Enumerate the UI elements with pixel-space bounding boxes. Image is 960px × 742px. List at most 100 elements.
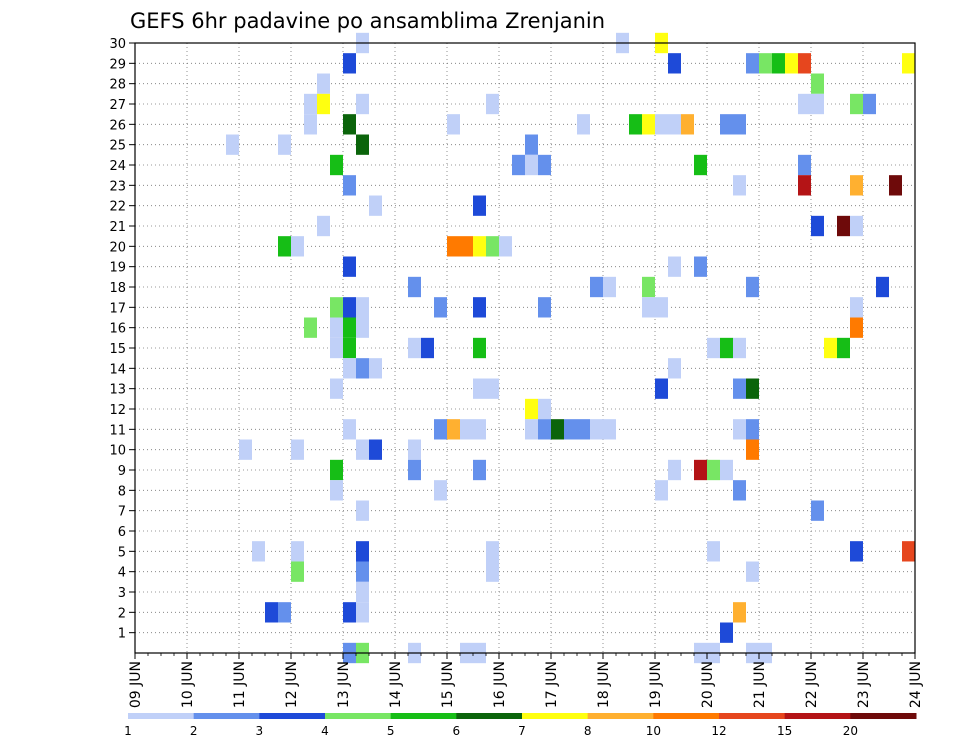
precip-cell bbox=[486, 561, 499, 582]
precip-cell bbox=[876, 276, 889, 298]
precip-cell bbox=[564, 419, 577, 440]
precip-cell bbox=[408, 439, 421, 460]
y-tick-label: 20 bbox=[109, 240, 126, 255]
precip-cell bbox=[278, 602, 291, 623]
y-tick-label: 10 bbox=[109, 444, 126, 459]
precip-cell bbox=[252, 541, 265, 562]
y-tick-label: 3 bbox=[118, 586, 126, 601]
precip-cell bbox=[525, 134, 538, 155]
precip-cell bbox=[577, 419, 590, 440]
y-tick-label: 29 bbox=[109, 57, 126, 72]
precip-cell bbox=[356, 93, 369, 115]
x-tick-label: 16 JUN bbox=[492, 661, 508, 708]
precip-cell bbox=[746, 439, 759, 460]
precip-cell bbox=[551, 419, 564, 440]
precip-cell bbox=[356, 134, 369, 155]
x-tick-label: 17 JUN bbox=[544, 661, 560, 708]
precip-cell bbox=[850, 93, 863, 115]
precip-cell bbox=[356, 541, 369, 562]
precip-cell bbox=[837, 215, 850, 237]
precip-cell bbox=[850, 215, 863, 237]
legend-swatch bbox=[193, 713, 260, 719]
precip-cell bbox=[317, 215, 330, 237]
y-tick-label: 13 bbox=[109, 383, 126, 398]
legend-label: 15 bbox=[777, 724, 792, 738]
precip-cell bbox=[473, 195, 486, 216]
precip-cell bbox=[538, 419, 551, 440]
x-tick-label: 15 JUN bbox=[440, 661, 456, 708]
x-tick-label: 23 JUN bbox=[856, 661, 872, 708]
legend-swatch bbox=[325, 713, 392, 719]
legend-swatch bbox=[456, 713, 523, 719]
precip-cell bbox=[343, 114, 356, 135]
precip-cell bbox=[785, 53, 798, 74]
y-tick-label: 15 bbox=[109, 342, 126, 357]
y-tick-label: 6 bbox=[118, 525, 126, 540]
precip-cell bbox=[720, 459, 733, 481]
precip-cell bbox=[655, 378, 668, 399]
y-tick-label: 21 bbox=[109, 220, 126, 235]
precip-cell bbox=[733, 337, 746, 359]
legend-swatch bbox=[259, 713, 326, 719]
precip-cell bbox=[343, 419, 356, 440]
precip-cell bbox=[317, 93, 330, 115]
precip-cell bbox=[902, 53, 915, 74]
precip-cell bbox=[694, 459, 707, 481]
x-tick-label: 20 JUN bbox=[700, 661, 716, 708]
x-tick-label: 10 JUN bbox=[180, 661, 196, 708]
precip-cell bbox=[304, 93, 317, 115]
x-tick-label: 18 JUN bbox=[596, 661, 612, 708]
precip-cell bbox=[356, 500, 369, 521]
precip-cell bbox=[525, 419, 538, 440]
legend-label: 10 bbox=[646, 724, 661, 738]
precip-cell bbox=[291, 541, 304, 562]
precip-cell bbox=[720, 114, 733, 135]
precip-cell bbox=[759, 53, 772, 74]
precip-cell bbox=[642, 276, 655, 298]
precip-cell bbox=[733, 378, 746, 399]
x-tick-label: 14 JUN bbox=[388, 661, 404, 708]
precip-cell bbox=[434, 480, 447, 501]
y-tick-label: 7 bbox=[118, 505, 126, 520]
precip-cell bbox=[369, 439, 382, 460]
precip-cell bbox=[733, 114, 746, 135]
precip-cell bbox=[538, 297, 551, 318]
precip-cell bbox=[356, 439, 369, 460]
precip-cell bbox=[720, 622, 733, 643]
axes: 1234567891011121314151617181920212223242… bbox=[109, 37, 924, 708]
precip-cell bbox=[304, 114, 317, 135]
precip-cell bbox=[746, 276, 759, 298]
precip-cell bbox=[330, 378, 343, 399]
precip-cell bbox=[902, 541, 915, 562]
precip-cell bbox=[694, 154, 707, 176]
legend-label: 1 bbox=[124, 724, 132, 738]
precip-cell bbox=[772, 53, 785, 74]
legend-label: 20 bbox=[843, 724, 858, 738]
precip-cell bbox=[291, 561, 304, 582]
precip-cell bbox=[668, 114, 681, 135]
precip-cell bbox=[811, 73, 824, 94]
y-tick-label: 27 bbox=[109, 98, 126, 113]
precip-cell bbox=[291, 439, 304, 460]
precip-cell bbox=[707, 459, 720, 481]
cells bbox=[226, 32, 915, 664]
precip-cell bbox=[811, 93, 824, 115]
precip-cell bbox=[824, 337, 837, 359]
precip-cell bbox=[798, 53, 811, 74]
precip-cell bbox=[681, 114, 694, 135]
precip-cell bbox=[343, 53, 356, 74]
x-tick-label: 12 JUN bbox=[284, 661, 300, 708]
precip-cell bbox=[356, 561, 369, 582]
precip-cell bbox=[343, 297, 356, 318]
precip-cell bbox=[473, 459, 486, 481]
precip-cell bbox=[343, 358, 356, 379]
precip-cell bbox=[850, 175, 863, 196]
precip-cell bbox=[889, 175, 902, 196]
precip-cell bbox=[447, 419, 460, 440]
y-tick-label: 28 bbox=[109, 78, 126, 93]
precip-cell bbox=[226, 134, 239, 155]
precip-cell bbox=[330, 154, 343, 176]
precip-cell bbox=[733, 602, 746, 623]
y-tick-label: 26 bbox=[109, 118, 126, 133]
legend-label: 4 bbox=[321, 724, 329, 738]
